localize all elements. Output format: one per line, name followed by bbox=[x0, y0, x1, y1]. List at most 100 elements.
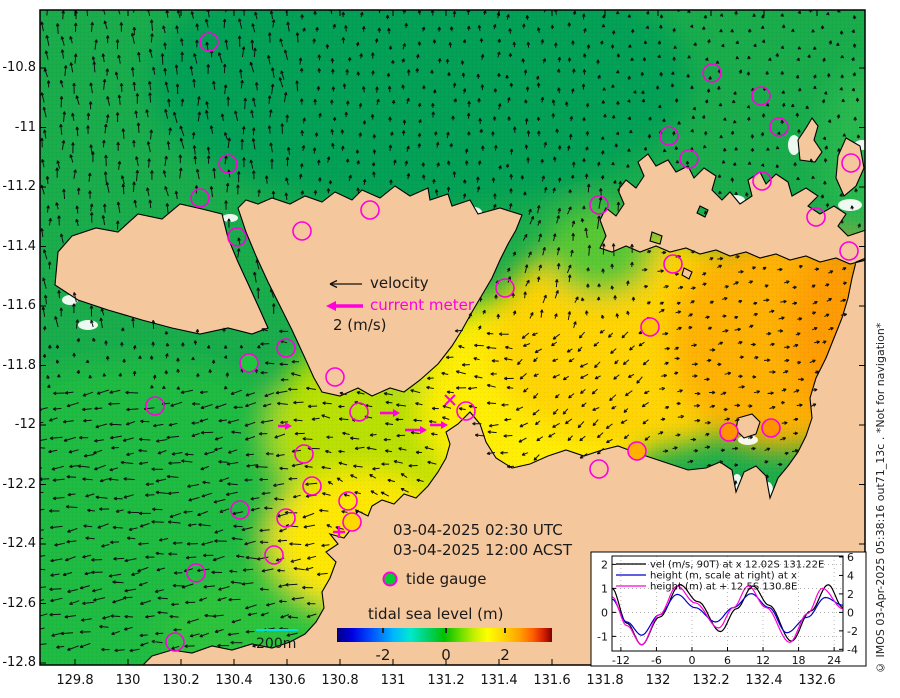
inset-text-label: 6 bbox=[847, 551, 854, 564]
current-meter-site bbox=[456, 401, 476, 421]
map-frame bbox=[39, 9, 866, 666]
current-meter-site bbox=[679, 149, 699, 169]
inset-series-line bbox=[612, 585, 843, 646]
tide-gauge-site bbox=[761, 418, 781, 438]
x-tick-label: 132.6 bbox=[798, 673, 836, 688]
current-meter-vector-head bbox=[441, 421, 448, 429]
land-coastline bbox=[54, 117, 865, 665]
current-meter-site bbox=[839, 241, 859, 261]
current-meter-site bbox=[841, 153, 861, 173]
current-meter-site bbox=[495, 278, 515, 298]
tide-gauge-site bbox=[640, 317, 660, 337]
x-tick-label: 130.8 bbox=[321, 673, 359, 688]
colorbar-notch bbox=[504, 628, 506, 633]
colorbar-notch bbox=[445, 628, 447, 633]
inset-text-label: height (m) at + 12.5S 130.8E bbox=[650, 582, 797, 593]
current-meter-site bbox=[294, 444, 314, 464]
current-meter-site bbox=[769, 117, 789, 137]
current-meter-site bbox=[190, 188, 210, 208]
inset-ticks bbox=[612, 556, 843, 651]
current-meter-site bbox=[165, 632, 185, 652]
inset-grid bbox=[612, 556, 843, 651]
current-meter-site bbox=[349, 402, 369, 422]
current-meter-site-markers bbox=[145, 32, 861, 652]
current-meter-site bbox=[752, 171, 772, 191]
y-tick-label: -12.4 bbox=[2, 536, 36, 551]
inset-text-label: -4 bbox=[847, 643, 858, 656]
colorbar-tick-label: 2 bbox=[500, 646, 510, 664]
x-tick-label: 130.4 bbox=[215, 673, 253, 688]
current-meter-site bbox=[325, 367, 345, 387]
y-tick-label: -12.8 bbox=[2, 655, 36, 670]
y-tick-label: -12 bbox=[14, 417, 36, 432]
current-meter-site bbox=[186, 563, 206, 583]
current-meter-site bbox=[702, 63, 722, 83]
inset-text-label: 12 bbox=[756, 654, 770, 667]
current-meter-site bbox=[227, 227, 247, 247]
y-tick-label: -11 bbox=[14, 119, 36, 135]
current-meter-vector-head bbox=[420, 426, 427, 434]
inset-text-label: 4 bbox=[847, 569, 854, 582]
x-tick-label: 131.4 bbox=[480, 673, 518, 688]
current-meter-site bbox=[264, 545, 284, 565]
colorbar-tick-label: 0 bbox=[441, 646, 451, 664]
inset-text-label: -2 bbox=[847, 625, 858, 638]
current-meter-site bbox=[589, 459, 609, 479]
y-tick-label: -11.8 bbox=[2, 357, 36, 373]
inset-curves bbox=[612, 584, 843, 646]
station-markers bbox=[278, 394, 456, 538]
inset-text-label: 0 bbox=[601, 606, 608, 619]
x-tick-label: 132.2 bbox=[692, 673, 730, 688]
inset-text-label: -1 bbox=[597, 630, 608, 643]
legend-arrows bbox=[326, 279, 363, 311]
inset-tide-chart: -12 -6 0 6 12 18 24 2 1 0 -1 6 4 2 0 -2 -4 vel (m/s, 90T)… bbox=[590, 551, 867, 667]
inset-text-label: 0 bbox=[847, 606, 854, 619]
inset-text-label: 18 bbox=[792, 654, 806, 667]
inset-text-label: -6 bbox=[651, 654, 662, 667]
current-meter-site bbox=[302, 476, 322, 496]
x-tick-label: 131 bbox=[380, 673, 406, 688]
colorbar-tick-label: -2 bbox=[375, 646, 391, 664]
x-tick-label: 130.6 bbox=[268, 673, 306, 688]
colorbar-gradient bbox=[337, 628, 552, 642]
inset-text-label: 0 bbox=[688, 654, 695, 667]
x-tick-label: 130 bbox=[115, 673, 141, 688]
current-meter-site bbox=[230, 500, 250, 520]
tide-gauge-site bbox=[719, 422, 739, 442]
x-tick-label: 131.6 bbox=[533, 673, 571, 688]
current-meter-site bbox=[276, 338, 296, 358]
x-tick-label: 130.2 bbox=[162, 673, 200, 688]
inset-series-line bbox=[612, 593, 843, 636]
y-tick-label: -11.6 bbox=[2, 298, 36, 313]
x-tick-label: 132 bbox=[645, 673, 671, 688]
x-tick-label: 132.4 bbox=[745, 673, 783, 688]
current-meter-vector-head bbox=[285, 422, 292, 430]
current-meter-site bbox=[360, 200, 380, 220]
y-tick-label: -12.6 bbox=[2, 595, 36, 611]
inset-text-label: 2 bbox=[847, 588, 854, 601]
inset-text-label: 6 bbox=[724, 654, 731, 667]
current-meter-vector-head bbox=[393, 409, 400, 417]
current-meter-site bbox=[589, 195, 609, 215]
inset-background bbox=[590, 551, 867, 667]
x-tick-label: 131.2 bbox=[427, 673, 465, 688]
current-meter-site bbox=[145, 396, 165, 416]
current-meter-site bbox=[292, 221, 312, 241]
current-meter-site bbox=[806, 207, 826, 227]
x-station-marker bbox=[444, 394, 456, 406]
y-tick-label: -10.8 bbox=[2, 60, 36, 75]
y-tick-label: -11.4 bbox=[2, 238, 36, 254]
current-meter-site bbox=[659, 126, 679, 146]
x-tick-label: 131.8 bbox=[586, 673, 624, 688]
inset-text-label: vel (m/s, 90T) at x 12.02S 131.22E bbox=[650, 560, 824, 571]
y-tick-label: -11.2 bbox=[2, 179, 36, 194]
copyright-attribution: © IMOS 03-Apr-2025 05:38:16 out71_13c . … bbox=[874, 322, 887, 674]
tide-gauge-site bbox=[627, 441, 647, 461]
tide-gauge-site bbox=[239, 353, 259, 373]
inset-text-label: 24 bbox=[827, 654, 841, 667]
plus-station-marker bbox=[333, 526, 345, 538]
current-meter-site bbox=[199, 32, 219, 52]
